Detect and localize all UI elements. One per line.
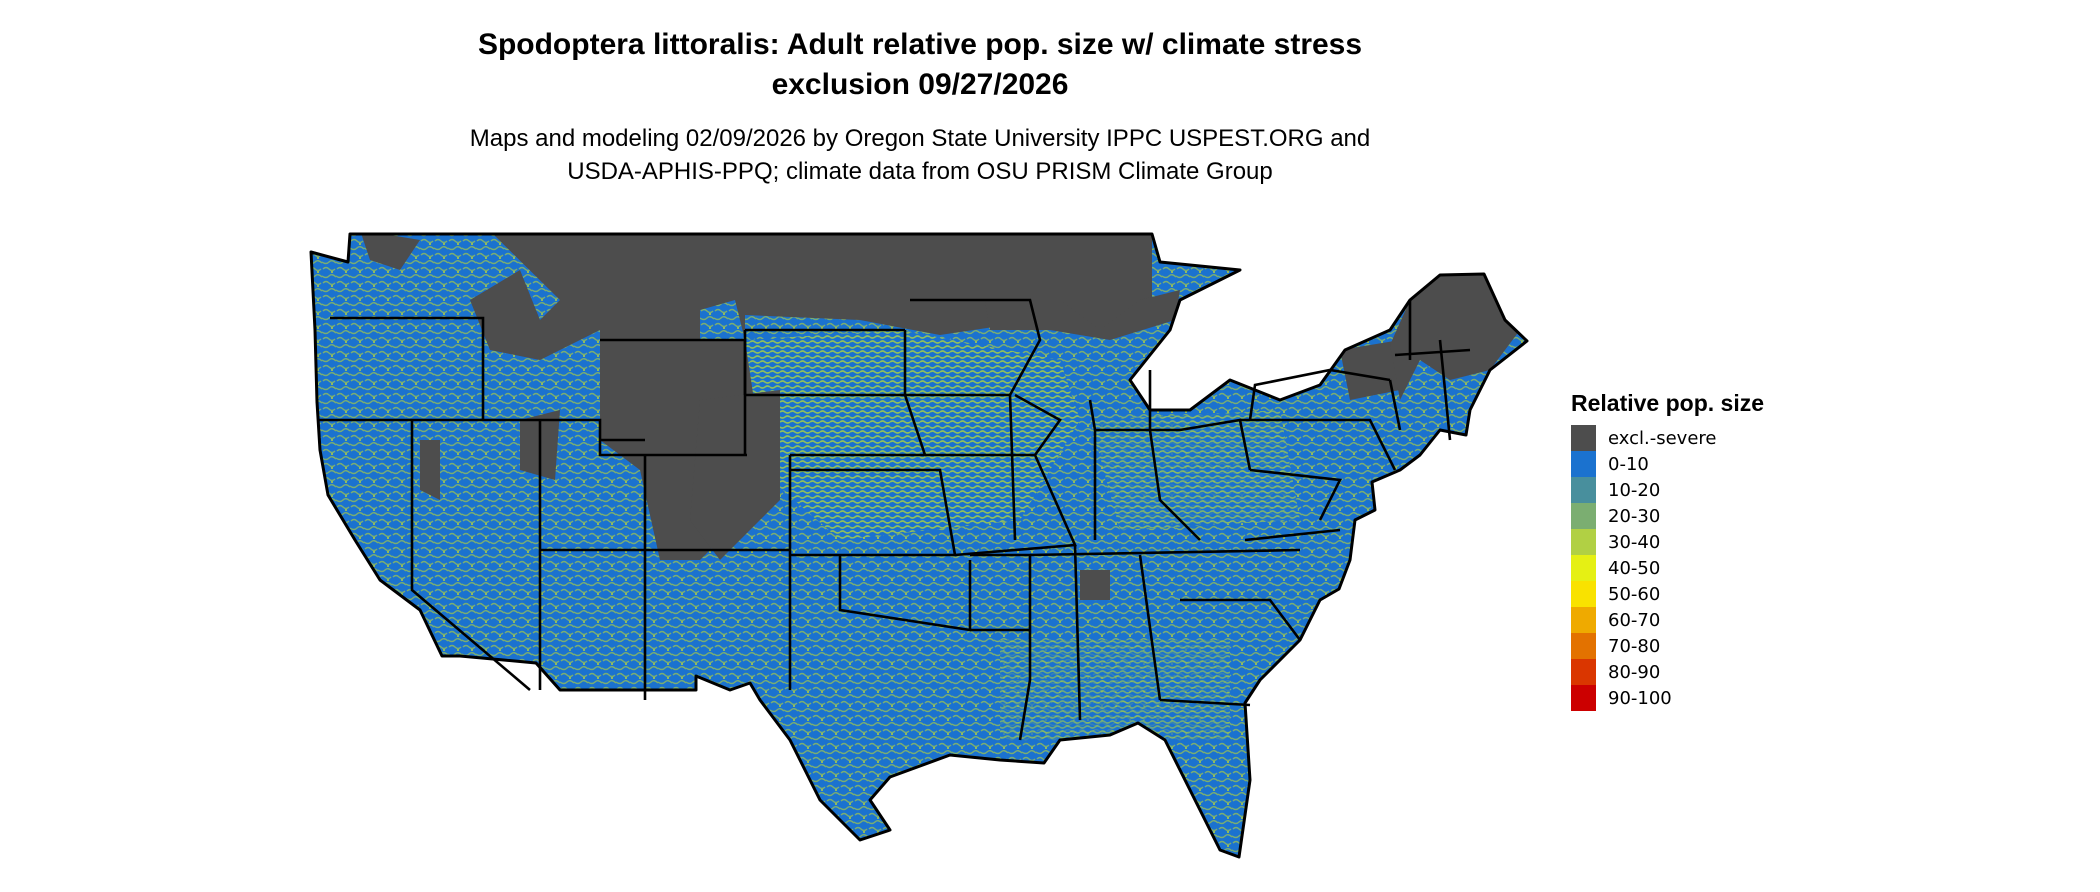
legend-label: 0-10 xyxy=(1608,453,1649,475)
legend-label: excl.-severe xyxy=(1608,427,1717,449)
legend-swatch xyxy=(1571,685,1596,711)
map-title-line1: Spodoptera littoralis: Adult relative po… xyxy=(477,28,1363,61)
legend-swatch xyxy=(1571,503,1596,529)
legend-title: Relative pop. size xyxy=(1571,390,1765,416)
legend-swatch xyxy=(1571,425,1596,451)
legend-label: 50-60 xyxy=(1608,583,1661,605)
legend-item: 80-90 xyxy=(1571,659,1764,685)
map-subtitle-line2: USDA-APHIS-PPQ; climate data from OSU PR… xyxy=(567,158,1273,185)
map-title-line2: exclusion 09/27/2026 xyxy=(771,68,1069,101)
legend-item: excl.-severe xyxy=(1571,425,1764,451)
legend-label: 80-90 xyxy=(1608,661,1661,683)
legend-swatch xyxy=(1571,607,1596,633)
legend-swatch xyxy=(1571,555,1596,581)
legend-item: 70-80 xyxy=(1571,633,1764,659)
legend-label: 90-100 xyxy=(1608,687,1672,709)
legend-label: 70-80 xyxy=(1608,635,1661,657)
legend-item: 30-40 xyxy=(1571,529,1764,555)
high-speckle-zones xyxy=(745,330,1300,740)
legend-label: 30-40 xyxy=(1608,531,1661,553)
legend-item: 10-20 xyxy=(1571,477,1764,503)
legend-swatch xyxy=(1571,477,1596,503)
legend-item: 0-10 xyxy=(1571,451,1764,477)
legend-swatch xyxy=(1571,529,1596,555)
legend: Relative pop. size excl.-severe 0-10 10-20… xyxy=(1571,390,1764,711)
legend-label: 10-20 xyxy=(1608,479,1661,501)
legend-item: 60-70 xyxy=(1571,607,1764,633)
legend-item: 50-60 xyxy=(1571,581,1764,607)
state-borders xyxy=(318,298,1471,741)
legend-label: 20-30 xyxy=(1608,505,1661,527)
legend-swatch xyxy=(1571,633,1596,659)
legend-swatch xyxy=(1571,451,1596,477)
exclusion-severe-zones xyxy=(360,234,1520,600)
legend-label: 40-50 xyxy=(1608,557,1661,579)
legend-item: 40-50 xyxy=(1571,555,1764,581)
legend-label: 60-70 xyxy=(1608,609,1661,631)
legend-swatch xyxy=(1571,581,1596,607)
legend-item: 20-30 xyxy=(1571,503,1764,529)
legend-swatch xyxy=(1571,659,1596,685)
us-outline xyxy=(309,232,1529,859)
map-subtitle-line1: Maps and modeling 02/09/2026 by Oregon S… xyxy=(469,125,1371,152)
legend-item: 90-100 xyxy=(1571,685,1764,711)
